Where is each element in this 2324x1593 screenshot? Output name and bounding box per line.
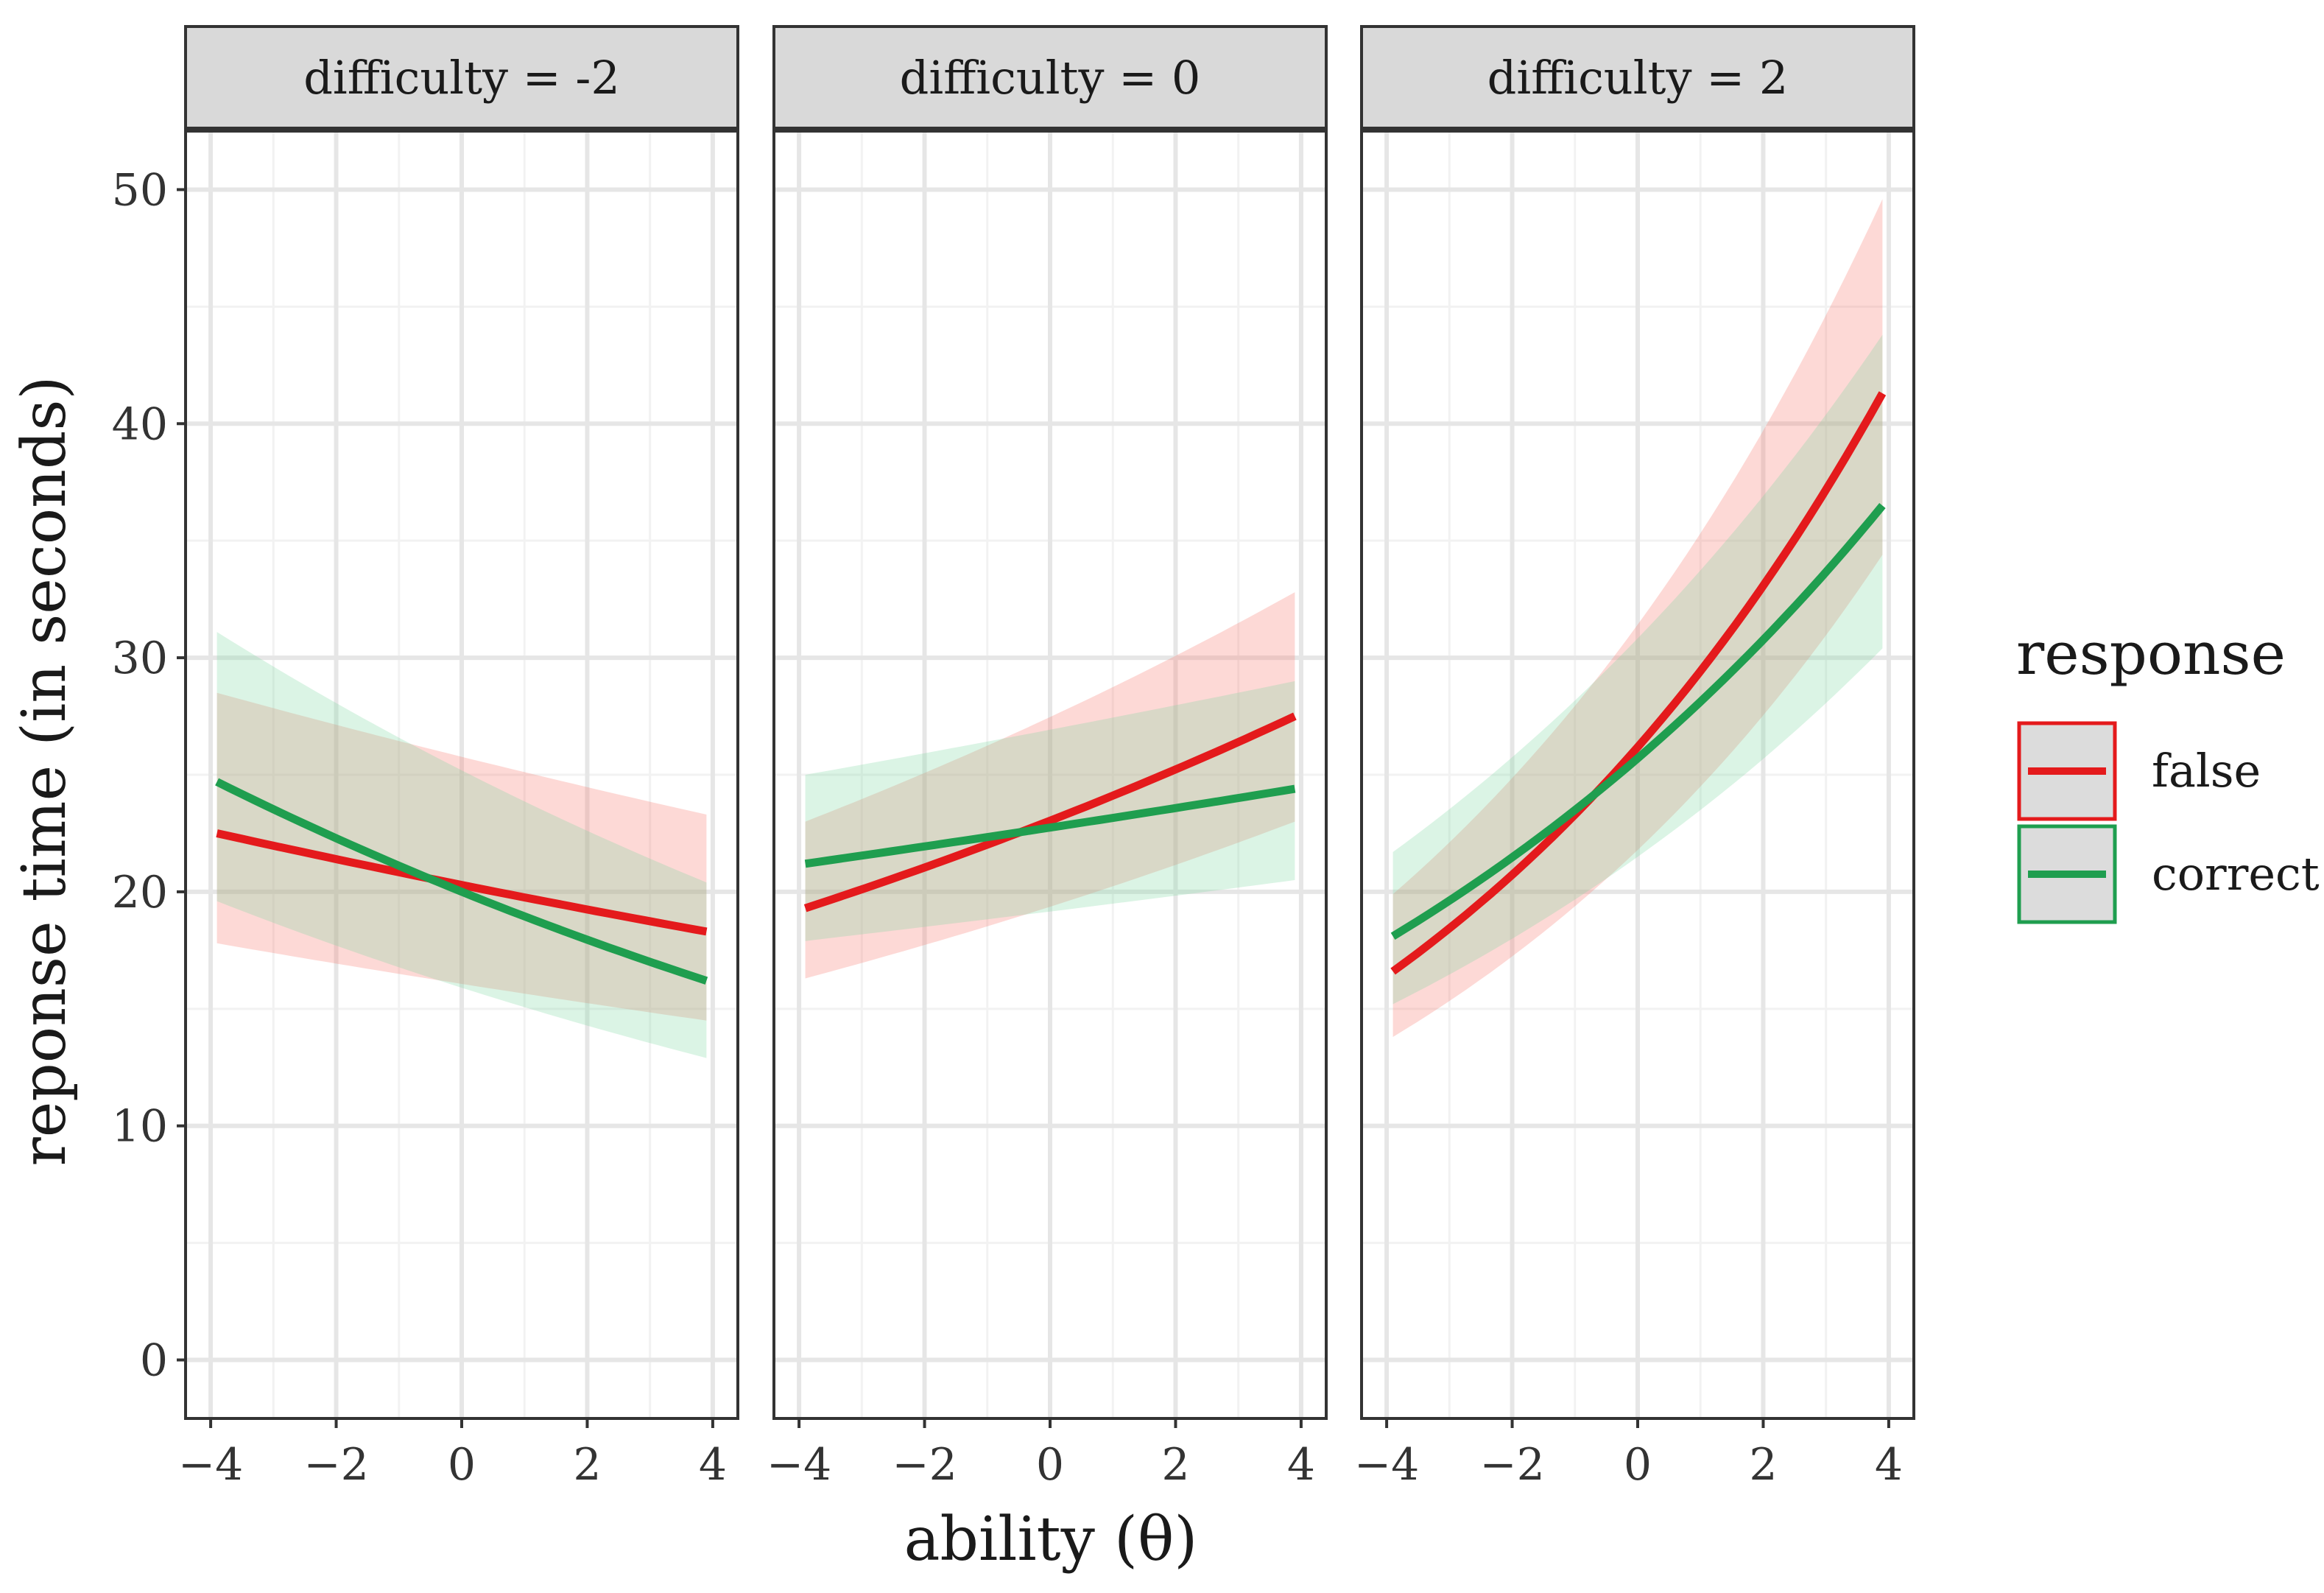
ribbon-correct [216,632,707,1058]
y-tick-label-50: 50 [112,164,168,216]
x-axis-title: ability (θ) [904,1505,1198,1575]
series-line-false [803,712,1297,912]
y-tick-label-30: 30 [112,633,168,684]
ribbon-correct [1392,334,1883,1005]
x-tick-label: 0 [1624,1439,1652,1491]
panel-3: difficulty = 2 −4 −2 0 2 4 [1354,25,1915,1491]
x-tick-label: −2 [303,1439,368,1491]
strip-label: difficulty = 0 [900,51,1201,105]
series-line-correct [804,784,1296,868]
x-tick-label: 4 [1287,1439,1315,1491]
ribbon-false [1392,199,1883,1038]
x-tick-label: −4 [178,1439,243,1491]
series-line-false [216,829,708,936]
x-tick-label: 2 [1161,1439,1189,1491]
legend: response false correct [2016,619,2320,924]
legend-title: response [2016,619,2286,688]
y-tick-label-20: 20 [112,867,168,918]
x-tick-label: 4 [699,1439,727,1491]
x-tick-label: −4 [1354,1439,1419,1491]
x-tick-label: 4 [1875,1439,1903,1491]
legend-label-correct: correct [2152,847,2320,901]
panel-2: difficulty = 0 −4 −2 0 2 4 [767,25,1328,1491]
x-tick-label: −2 [892,1439,957,1491]
strip-label: difficulty = 2 [1487,51,1789,105]
legend-label-false: false [2152,744,2261,798]
y-tick-label-0: 0 [140,1335,168,1387]
series-line-correct [215,778,708,985]
y-tick-label-10: 10 [112,1101,168,1153]
x-tick-label: 2 [573,1439,601,1491]
legend-item-correct: correct [2017,824,2320,924]
strip-box [772,25,1328,130]
x-tick-label: −2 [1479,1439,1544,1491]
x-tick-label: 0 [448,1439,476,1491]
strip-box [1360,25,1915,130]
y-tick-label-40: 40 [112,398,168,450]
legend-item-false: false [2017,721,2261,821]
y-axis-title: reponse time (in seconds) [10,376,80,1167]
strip-label: difficulty = -2 [303,51,620,105]
series-line-false [1390,391,1887,975]
x-tick-label: 2 [1749,1439,1777,1491]
strip-box [184,25,739,130]
series-line-correct [1390,503,1886,940]
ribbon-correct [805,681,1295,941]
x-tick-label: −4 [767,1439,831,1491]
x-tick-label: 0 [1036,1439,1064,1491]
panel-1: difficulty = -2 −4 −2 0 2 4 [178,25,739,1491]
ribbon-false [805,592,1295,979]
